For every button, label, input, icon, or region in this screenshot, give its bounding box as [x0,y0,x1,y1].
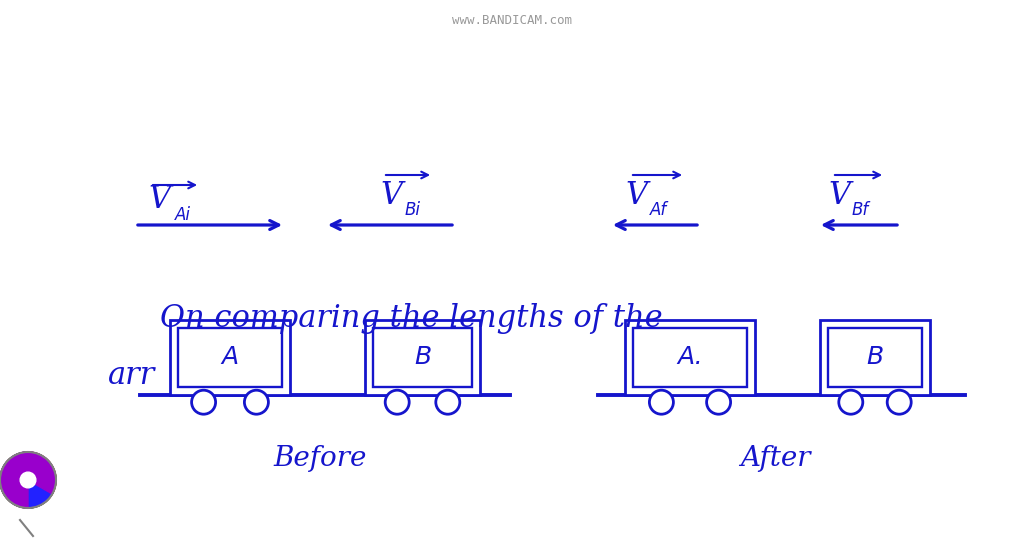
Circle shape [20,472,36,488]
Wedge shape [4,452,56,508]
Circle shape [385,390,410,414]
Text: B: B [414,345,431,370]
Text: After: After [739,445,810,472]
Bar [820,320,930,395]
Circle shape [707,390,730,414]
Bar [178,328,282,387]
Wedge shape [0,452,56,508]
Circle shape [245,390,268,414]
Circle shape [839,390,863,414]
Text: www.BANDICAM.com: www.BANDICAM.com [452,14,572,27]
Text: Ai: Ai [175,206,191,224]
Text: A: A [221,345,239,370]
Text: Bf: Bf [852,201,869,219]
Text: V: V [148,184,170,216]
Bar [625,320,755,395]
Text: arr: arr [108,359,156,390]
Text: Af: Af [650,201,668,219]
Bar [365,320,480,395]
Circle shape [436,390,460,414]
Wedge shape [0,452,56,508]
Bar [373,328,472,387]
Wedge shape [0,452,56,508]
Text: A.: A. [677,345,702,370]
Wedge shape [0,452,56,508]
Bar [828,328,922,387]
Bar [633,328,746,387]
Text: B: B [866,345,884,370]
Bar [170,320,290,395]
Text: V: V [828,179,850,210]
Circle shape [191,390,216,414]
Text: V: V [380,179,402,210]
Circle shape [887,390,911,414]
Text: Before: Before [273,445,367,472]
Text: On comparing the lengths of the: On comparing the lengths of the [160,302,663,333]
Wedge shape [0,452,52,508]
Circle shape [649,390,674,414]
Text: V: V [625,179,647,210]
Text: Bi: Bi [406,201,421,219]
